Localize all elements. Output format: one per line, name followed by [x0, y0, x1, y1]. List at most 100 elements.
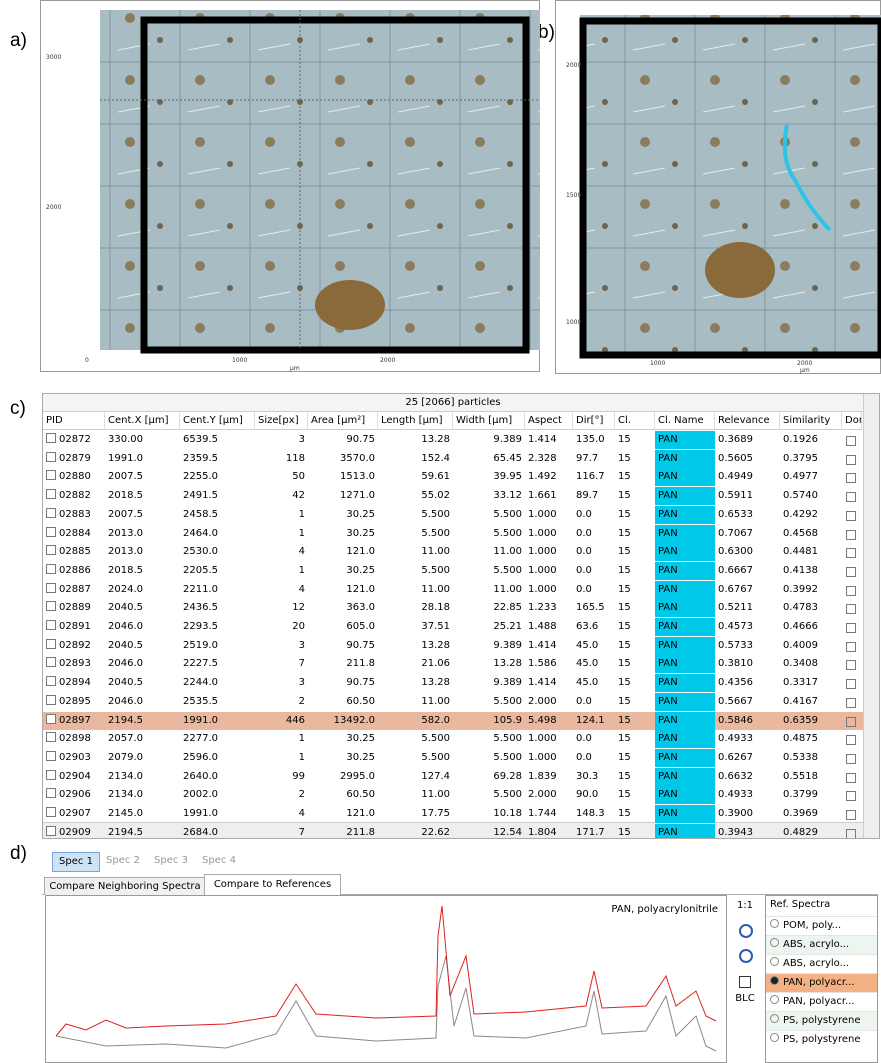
ref-item[interactable]: POM, poly... — [766, 916, 877, 935]
column-header: Relevance — [715, 412, 780, 430]
row-checkbox[interactable] — [46, 788, 56, 798]
table-cell: 2205.5 — [180, 562, 255, 580]
row-checkbox[interactable] — [46, 826, 56, 836]
cell-text: 0.4783 — [783, 602, 818, 613]
cell-text: 0.4875 — [783, 733, 818, 744]
scale-button[interactable]: 1:1 — [730, 900, 760, 911]
ref-item[interactable]: PAN, polyacr... — [766, 973, 877, 992]
row-checkbox[interactable] — [46, 676, 56, 686]
done-checkbox[interactable] — [846, 829, 856, 839]
radio[interactable] — [770, 957, 779, 966]
row-checkbox[interactable] — [46, 695, 56, 705]
row-checkbox[interactable] — [46, 751, 56, 761]
done-checkbox[interactable] — [846, 754, 856, 764]
radio[interactable] — [770, 919, 779, 928]
table-cell: 1.839 — [525, 768, 573, 786]
done-checkbox[interactable] — [846, 698, 856, 708]
spectra-panel: Spec 1Spec 2Spec 3Spec 4 Compare Neighbo… — [42, 852, 878, 1061]
row-checkbox[interactable] — [46, 433, 56, 443]
spec-tab[interactable]: Spec 3 — [148, 852, 194, 870]
row-checkbox[interactable] — [46, 583, 56, 593]
row-checkbox[interactable] — [46, 564, 56, 574]
done-checkbox[interactable] — [846, 455, 856, 465]
table-cell: 3 — [255, 637, 308, 655]
done-checkbox[interactable] — [846, 586, 856, 596]
cell-text: 7 — [299, 827, 305, 838]
cell-text: 15 — [618, 602, 631, 613]
table-cell: 446 — [255, 712, 308, 730]
row-checkbox[interactable] — [46, 489, 56, 499]
zoom-in[interactable] — [739, 924, 753, 938]
radio[interactable] — [770, 1033, 779, 1042]
zoom-out[interactable] — [739, 949, 753, 963]
table-cell: 15 — [615, 712, 655, 730]
done-checkbox[interactable] — [846, 791, 856, 801]
row-checkbox[interactable] — [46, 527, 56, 537]
done-checkbox[interactable] — [846, 642, 856, 652]
scrollbar[interactable] — [863, 394, 879, 838]
done-checkbox[interactable] — [846, 623, 856, 633]
row-checkbox[interactable] — [46, 620, 56, 630]
row-checkbox[interactable] — [46, 508, 56, 518]
cell-text: 28.18 — [421, 602, 450, 613]
done-checkbox[interactable] — [846, 604, 856, 614]
ref-item[interactable]: ABS, acrylo... — [766, 954, 877, 973]
done-checkbox[interactable] — [846, 530, 856, 540]
radio[interactable] — [770, 976, 779, 985]
row-checkbox[interactable] — [46, 545, 56, 555]
ref-item[interactable]: PAN, polyacr... — [766, 992, 877, 1011]
table-cell: 2596.0 — [180, 749, 255, 767]
done-checkbox[interactable] — [846, 717, 856, 727]
done-checkbox[interactable] — [846, 567, 856, 577]
table-cell: PAN — [655, 450, 715, 468]
cell-text: 55.02 — [421, 490, 450, 501]
done-checkbox[interactable] — [846, 548, 856, 558]
ref-item[interactable]: ABS, acrylo... — [766, 935, 877, 954]
done-checkbox[interactable] — [846, 735, 856, 745]
tick-label: 1000 — [566, 319, 581, 326]
row-checkbox[interactable] — [46, 732, 56, 742]
table-cell: 0.4573 — [715, 618, 780, 636]
view-tab[interactable]: Compare to References — [204, 874, 341, 895]
table-cell: 13492.0 — [308, 712, 378, 730]
done-checkbox[interactable] — [846, 473, 856, 483]
table-cell: 1.492 — [525, 468, 573, 486]
spec-tab[interactable]: Spec 4 — [196, 852, 242, 870]
table-cell: 0.3795 — [780, 450, 842, 468]
ref-item[interactable]: PS, polystyrene — [766, 1030, 877, 1049]
blc-checkbox[interactable] — [739, 976, 751, 988]
radio[interactable] — [770, 995, 779, 1004]
table-cell: 2145.0 — [105, 805, 180, 823]
row-checkbox[interactable] — [46, 639, 56, 649]
row-checkbox[interactable] — [46, 452, 56, 462]
done-checkbox[interactable] — [846, 511, 856, 521]
cell-text: PAN — [658, 584, 678, 595]
table-cell: 12.54 — [453, 824, 525, 839]
done-checkbox[interactable] — [846, 679, 856, 689]
done-checkbox[interactable] — [846, 773, 856, 783]
table-cell: 11.00 — [453, 581, 525, 599]
cell-text: 17.75 — [421, 808, 450, 819]
table-cell: 1513.0 — [308, 468, 378, 486]
radio[interactable] — [770, 1014, 779, 1023]
view-tab[interactable]: Compare Neighboring Spectra — [44, 877, 206, 895]
spec-tab[interactable]: Spec 2 — [100, 852, 146, 870]
radio[interactable] — [770, 938, 779, 947]
done-checkbox[interactable] — [846, 660, 856, 670]
done-checkbox[interactable] — [846, 436, 856, 446]
ref-item[interactable]: PS, polystyrene — [766, 1011, 877, 1030]
cell-text: PAN — [658, 733, 678, 744]
row-checkbox[interactable] — [46, 601, 56, 611]
row-checkbox[interactable] — [46, 770, 56, 780]
cell-text: 69.28 — [493, 771, 522, 782]
row-checkbox[interactable] — [46, 807, 56, 817]
table-cell: PAN — [655, 562, 715, 580]
row-checkbox[interactable] — [46, 470, 56, 480]
row-checkbox[interactable] — [46, 714, 56, 724]
spec-tab[interactable]: Spec 1 — [52, 852, 100, 872]
cell-text: 1.000 — [528, 584, 557, 595]
done-checkbox[interactable] — [846, 810, 856, 820]
cell-text: 1 — [299, 528, 305, 539]
row-checkbox[interactable] — [46, 657, 56, 667]
done-checkbox[interactable] — [846, 492, 856, 502]
